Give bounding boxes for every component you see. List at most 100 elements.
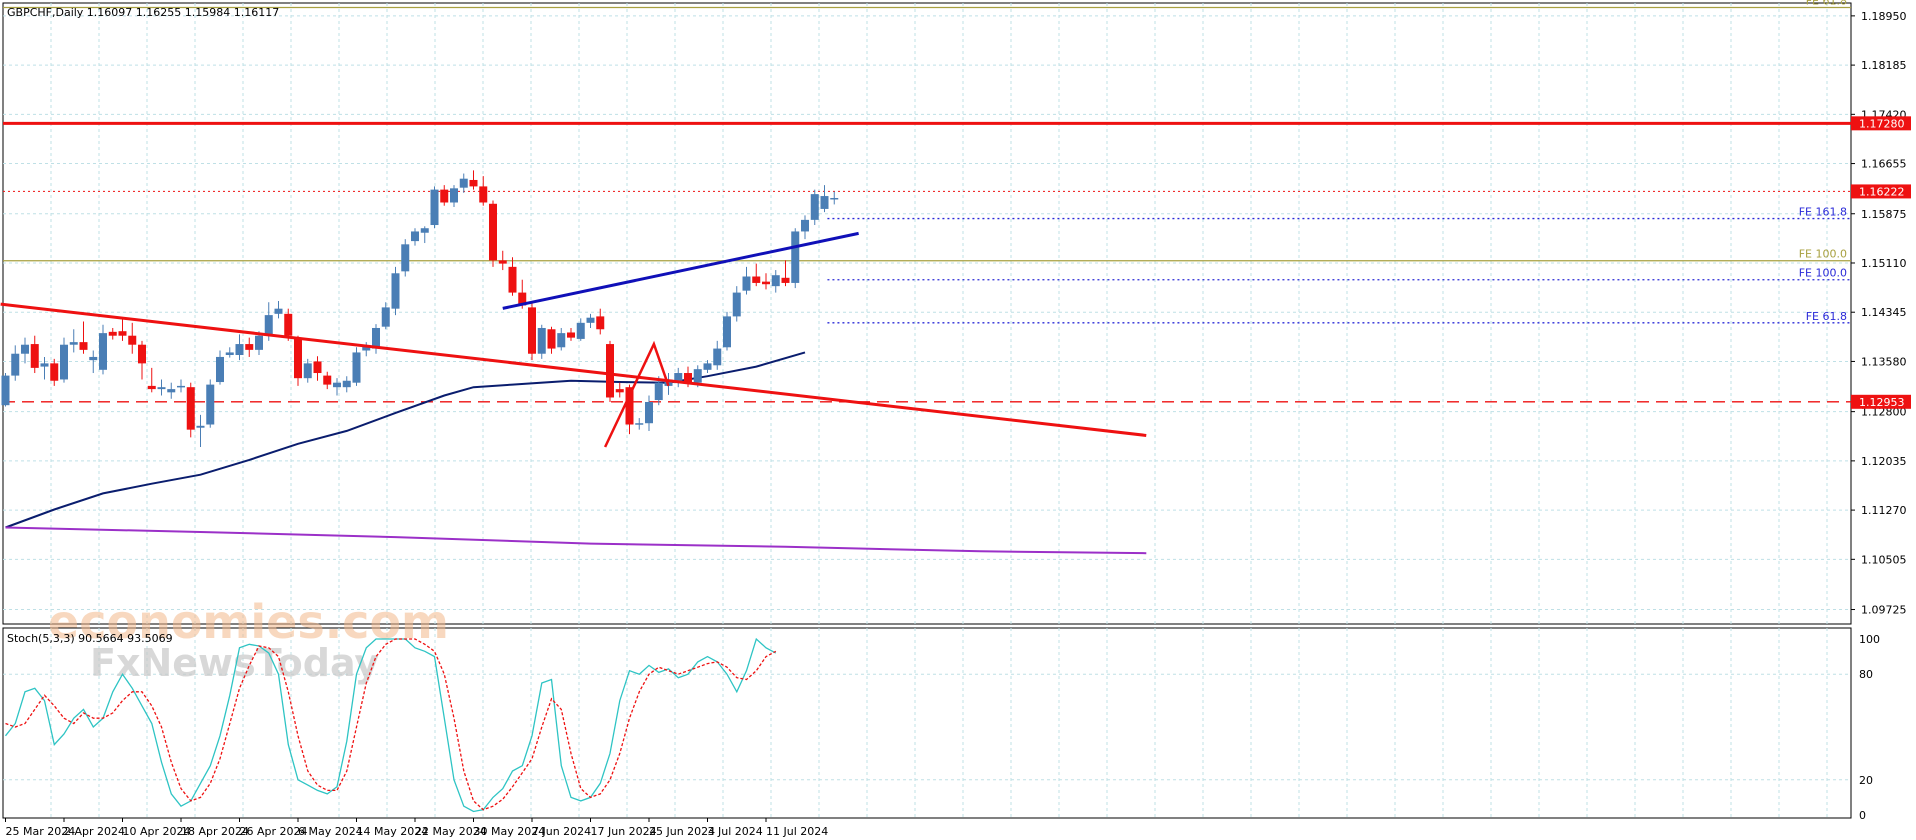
watermark: economies.com FxNewsToday — [48, 595, 449, 685]
main-grid — [3, 3, 1851, 624]
candle-body — [255, 335, 263, 350]
price-tick-label: 1.11270 — [1861, 504, 1907, 517]
candle-body — [30, 344, 39, 368]
price-tick-label: 1.15875 — [1861, 208, 1907, 221]
candle-body — [323, 375, 332, 385]
candle-body — [762, 281, 770, 285]
candle-body — [167, 389, 176, 393]
price-tick-label: 1.18950 — [1861, 10, 1907, 23]
candle-body — [742, 276, 751, 291]
candle-body — [693, 369, 702, 383]
candle-body — [342, 380, 351, 388]
stoch-grid — [3, 628, 1851, 818]
time-tick-label: 25 Mar 2024 — [6, 825, 76, 838]
candle-body — [596, 316, 605, 330]
price-tags: 1.17280 1.16222 1.12953 — [1851, 116, 1911, 409]
candle-body — [235, 344, 244, 356]
candle-body — [352, 352, 361, 383]
candle-body — [157, 387, 166, 390]
price-tick-label: 1.14345 — [1861, 306, 1907, 319]
candle-body — [284, 313, 293, 336]
candle-body — [147, 385, 156, 390]
time-tick-label: 22 May 2024 — [415, 825, 487, 838]
candle-body — [713, 348, 722, 366]
stoch-main-line — [4, 637, 777, 813]
candle-body — [138, 344, 146, 364]
stochastic-lines — [4, 637, 777, 813]
candle-body — [216, 356, 224, 383]
candle-body — [703, 363, 712, 370]
price-tick-label: 1.16655 — [1861, 158, 1907, 171]
fib-label: FE 61.8 — [1806, 0, 1847, 8]
candle-body — [606, 344, 614, 398]
purple-moving-average — [5, 526, 1147, 555]
candle-body — [264, 315, 273, 336]
time-tick-label: 11 Jul 2024 — [766, 825, 828, 838]
candle-body — [430, 189, 439, 226]
candle-body — [654, 382, 663, 401]
candle-body — [186, 387, 195, 430]
price-tag-box — [1851, 394, 1911, 409]
candle-body — [440, 189, 449, 203]
fibonacci-levels: FE 61.8 FE 100.0 FE 161.8 FE 100.0 FE 61.8 — [3, 0, 1851, 324]
candle-body — [411, 231, 419, 242]
symbol-header: GBPCHF,Daily 1.16097 1.16255 1.15984 1.1… — [7, 6, 279, 19]
candle-body — [615, 389, 624, 393]
stoch-axis: 100 80 20 0 — [1859, 633, 1880, 822]
candle-body — [60, 344, 68, 380]
candle-body — [498, 260, 507, 264]
stoch-signal-line — [5, 638, 777, 811]
candle-body — [245, 344, 254, 350]
candle-body — [294, 338, 302, 379]
candle-body — [830, 197, 839, 200]
price-tick-label: 1.12800 — [1861, 406, 1907, 419]
candle-body — [450, 188, 458, 203]
time-tick-label: 25 Jun 2024 — [649, 825, 715, 838]
candle-body — [723, 316, 731, 348]
candle-body — [372, 327, 380, 349]
candle-body — [50, 363, 59, 381]
candle-body — [684, 373, 692, 383]
time-tick-label: 7 Jun 2024 — [532, 825, 591, 838]
candle-body — [752, 276, 761, 283]
stoch-tick-label: 20 — [1859, 774, 1873, 787]
candle-body — [586, 317, 595, 323]
candle-body — [128, 335, 137, 345]
candle-body — [21, 344, 29, 354]
candle-body — [391, 273, 400, 309]
candle-body — [206, 384, 215, 425]
candle-body — [313, 361, 322, 374]
trendlines — [0, 231, 1147, 448]
time-tick-label: 14 May 2024 — [357, 825, 429, 838]
fib-label: FE 100.0 — [1799, 248, 1847, 261]
price-tick-label: 1.12035 — [1861, 455, 1907, 468]
candle-body — [333, 382, 341, 388]
candle-body — [381, 307, 390, 327]
candle-body — [401, 244, 410, 272]
candle-body — [576, 322, 585, 339]
candlesticks — [1, 170, 839, 448]
price-tick-label: 1.15110 — [1861, 257, 1907, 270]
candle-body — [801, 219, 809, 232]
candle-body — [11, 353, 20, 376]
candle-body — [274, 308, 283, 314]
red-descending-trendline — [0, 302, 1147, 437]
candle-body — [177, 385, 185, 388]
fib-label: FE 61.8 — [1806, 310, 1847, 323]
candle-body — [1, 375, 10, 406]
candle-body — [196, 425, 205, 428]
candle-body — [79, 342, 88, 350]
fib-label: FE 100.0 — [1799, 267, 1847, 280]
price-tag-label: 1.16222 — [1859, 185, 1905, 198]
candle-body — [732, 292, 741, 317]
candle-body — [625, 387, 634, 425]
candle-body — [489, 203, 497, 261]
time-tick-label: 18 Apr 2024 — [181, 825, 249, 838]
time-tick-label: 17 Jun 2024 — [591, 825, 657, 838]
price-tag-label: 1.17280 — [1859, 117, 1905, 130]
price-tick-label: 1.10505 — [1861, 553, 1907, 566]
stoch-header: Stoch(5,3,3) 90.5664 93.5069 — [7, 632, 173, 645]
horizontal-levels — [3, 121, 1851, 403]
